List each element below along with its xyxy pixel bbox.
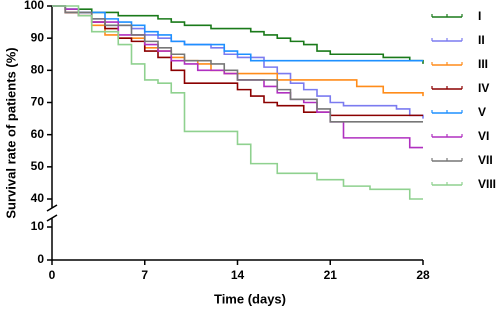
axis-break [46, 214, 58, 222]
survival-curve [52, 5, 423, 123]
y-tick-label: 100 [24, 0, 44, 12]
y-axis-label: Survival rate of patients (%) [3, 47, 18, 218]
survival-curve [52, 5, 423, 62]
y-tick-label: 80 [31, 63, 45, 77]
x-tick-label: 0 [49, 268, 56, 282]
legend-label: V [478, 105, 486, 119]
y-tick-label: 60 [31, 127, 45, 141]
x-tick-label: 7 [141, 268, 148, 282]
survival-curve [52, 5, 423, 200]
legend-label: IV [478, 81, 489, 95]
x-tick-label: 28 [416, 268, 430, 282]
y-tick-label: 70 [31, 95, 45, 109]
axis-break [46, 204, 58, 212]
y-tick-label: 10 [31, 219, 45, 233]
survival-curve [52, 5, 424, 64]
y-tick-label: 0 [37, 252, 44, 266]
y-tick-label: 40 [31, 191, 45, 205]
legend-label: I [478, 9, 481, 23]
legend-label: VII [478, 153, 493, 167]
legend-label: VIII [478, 177, 496, 191]
y-tick-label: 50 [31, 159, 45, 173]
survival-curve [52, 5, 424, 119]
legend-label: III [478, 57, 488, 71]
y-tick-label: 90 [31, 30, 45, 44]
x-tick-label: 21 [324, 268, 338, 282]
x-axis-label: Time (days) [214, 291, 286, 306]
legend-label: VI [478, 129, 489, 143]
legend-label: II [478, 33, 485, 47]
x-tick-label: 14 [231, 268, 245, 282]
